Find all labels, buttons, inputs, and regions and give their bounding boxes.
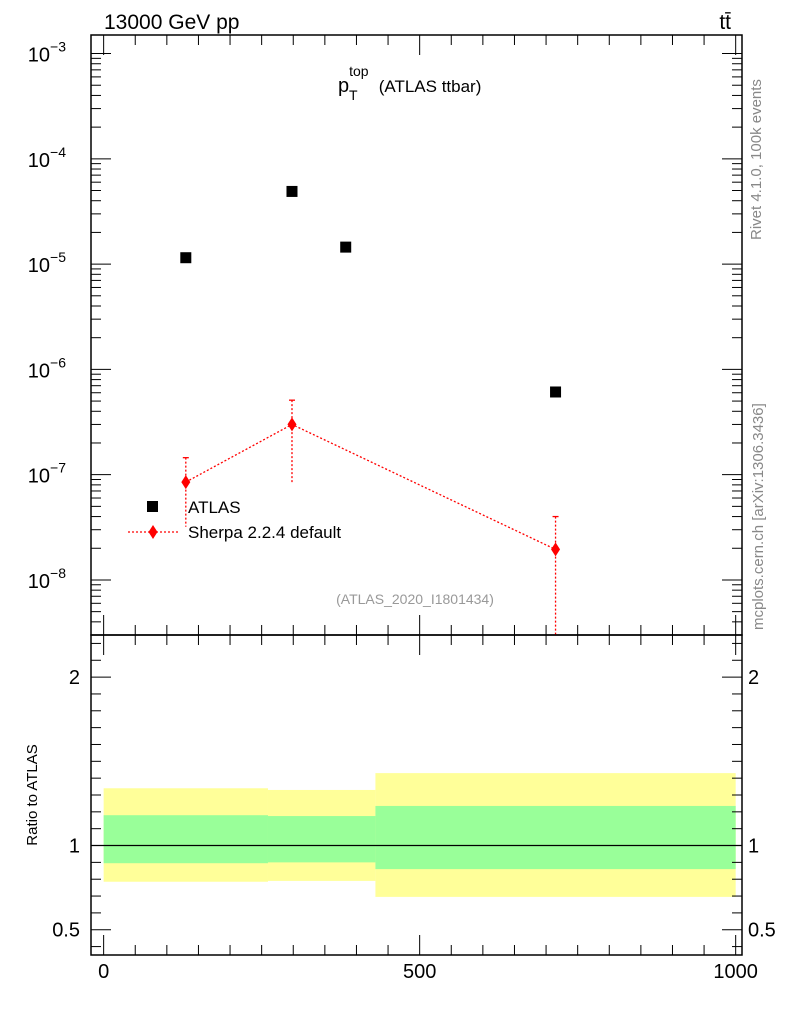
atlas-point [550,386,562,398]
ratio-y-tick-label-right: 2 [748,667,759,689]
energy-label: 13000 GeV pp [104,11,239,34]
y-tick-base: 10 [28,150,50,172]
y-tick-label: 10−7 [28,460,66,488]
y-tick-base: 10 [28,571,50,593]
rivet-label: Rivet 4.1.0, 100k events [748,79,765,240]
y-tick-label: 10−5 [28,249,66,277]
labels-layer: 13000 GeV pp tt̄ Rivet 4.1.0, 100k event… [104,11,767,630]
ratio-panel: 0.5 0.5 1 1 2 2 0 500 1000 Ratio to ATLAS [24,634,776,983]
sherpa-point [287,417,297,432]
y-tick-base: 10 [28,466,50,488]
x-tick-label: 1000 [713,961,758,983]
ratio-band-green [375,805,736,870]
title-main: p [338,75,349,97]
y-tick-base: 10 [28,45,50,67]
sherpa-point [181,475,191,490]
mcplots-label: mcplots.cern.ch [arXiv:1306.3436] [750,403,767,630]
y-tick-base: 10 [28,255,50,277]
y-tick-label: 10−3 [28,39,66,67]
ratio-y-tick-label-left: 1 [69,836,80,858]
atlas-point [340,241,352,253]
y-tick-label: 10−8 [28,565,66,593]
x-tick-label: 500 [403,961,436,983]
chart-title: ptop T (ATLAS ttbar) [338,63,481,103]
analysis-tag: (ATLAS_2020_I1801434) [336,591,494,607]
legend-atlas-marker [147,501,158,512]
title-sub: T [349,87,358,103]
ratio-y-axis-label: Ratio to ATLAS [24,744,41,845]
x-tick-label: 0 [98,961,109,983]
atlas-point [286,185,298,197]
legend-sherpa-marker [148,525,158,539]
y-tick-label: 10−4 [28,144,66,172]
y-tick-exponent: −5 [50,249,66,265]
y-tick-base: 10 [28,360,50,382]
y-tick-label: 10−6 [28,354,66,382]
ratio-y-tick-label-left: 0.5 [52,920,80,942]
y-tick-exponent: −7 [50,460,66,476]
sherpa-point [551,542,561,557]
y-tick-exponent: −4 [50,144,66,160]
ratio-band-green [103,815,268,864]
ratio-y-tick-label-right: 1 [748,836,759,858]
legend-sherpa-label: Sherpa 2.2.4 default [188,523,341,542]
ratio-y-tick-label-right: 0.5 [748,920,776,942]
legend-atlas-label: ATLAS [188,498,241,517]
ratio-y-tick-label-left: 2 [69,667,80,689]
y-tick-exponent: −8 [50,565,66,581]
atlas-point [180,252,192,264]
ratio-band-green [267,816,376,863]
y-tick-exponent: −6 [50,354,66,370]
y-tick-exponent: −3 [50,39,66,55]
title-sup: top [349,63,369,79]
main-frame [90,34,743,636]
process-label: tt̄ [719,11,731,34]
title-rest: (ATLAS ttbar) [374,77,481,96]
